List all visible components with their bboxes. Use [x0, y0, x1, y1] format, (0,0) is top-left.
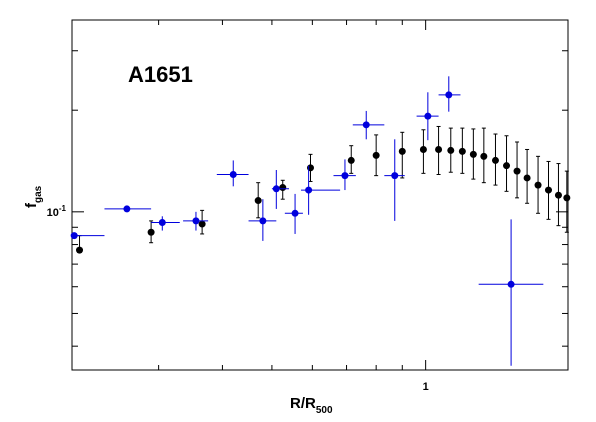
data-marker: [398, 147, 406, 155]
data-point: [534, 155, 542, 214]
data-point: [447, 127, 455, 173]
data-point: [70, 232, 105, 240]
data-point: [491, 133, 499, 186]
data-marker: [544, 186, 552, 194]
data-marker: [229, 170, 237, 178]
data-marker: [272, 185, 280, 193]
data-marker: [424, 112, 432, 120]
data-point: [151, 216, 180, 231]
y-axis-title: fgas: [23, 185, 44, 208]
data-point: [306, 153, 314, 182]
data-point: [438, 76, 461, 112]
data-point: [554, 163, 562, 227]
x-axis-title-sub: 500: [316, 405, 333, 416]
data-point: [347, 145, 355, 174]
data-point: [198, 209, 206, 235]
data-marker: [534, 181, 542, 189]
data-point: [435, 125, 443, 175]
data-marker: [147, 228, 155, 236]
data-point: [458, 127, 466, 174]
data-marker: [469, 150, 477, 158]
data-point: [398, 131, 406, 179]
y-tick-label-base: 10: [47, 207, 59, 219]
data-marker: [523, 174, 531, 182]
data-marker: [306, 164, 314, 172]
data-point: [271, 170, 289, 209]
data-marker: [279, 184, 287, 192]
data-marker: [507, 280, 515, 288]
data-marker: [480, 152, 488, 160]
series-1: [70, 76, 544, 366]
data-point: [384, 139, 405, 221]
data-point: [523, 148, 531, 204]
data-marker: [435, 145, 443, 153]
data-point: [216, 160, 249, 187]
data-marker: [123, 205, 131, 213]
data-point: [284, 193, 303, 234]
data-point: [416, 92, 439, 141]
data-point: [513, 141, 521, 199]
data-marker: [458, 147, 466, 155]
data-marker: [372, 151, 380, 159]
data-point: [104, 205, 152, 213]
x-tick-label-1: 1: [423, 381, 429, 393]
data-marker: [291, 209, 299, 217]
y-tick-label-0.1: 10-1: [47, 204, 67, 219]
data-marker: [254, 197, 262, 205]
x-axis-title: R/R500: [290, 395, 333, 416]
data-marker: [445, 91, 453, 99]
data-marker: [192, 217, 200, 225]
y-axis-title-main: f: [23, 202, 40, 208]
data-point: [183, 211, 209, 231]
data-marker: [198, 220, 206, 228]
y-axis-title-sub: gas: [33, 185, 44, 203]
y-tick-label-exponent: -1: [59, 204, 67, 213]
chart-title: A1651: [128, 62, 193, 87]
data-point: [254, 182, 262, 219]
data-point: [372, 134, 380, 177]
data-point: [419, 129, 427, 174]
data-marker: [347, 156, 355, 164]
data-point: [563, 170, 571, 233]
data-marker: [563, 194, 571, 202]
data-marker: [503, 162, 511, 170]
data-point: [478, 219, 544, 366]
axis-ticks: [72, 20, 568, 370]
data-point: [147, 220, 155, 244]
series-0: [76, 125, 571, 254]
data-marker: [259, 217, 267, 225]
data-point: [248, 199, 277, 241]
data-marker: [491, 156, 499, 164]
data-marker: [76, 246, 84, 254]
data-point: [333, 159, 356, 191]
data-point: [352, 110, 385, 140]
x-axis-title-main: R/R: [290, 395, 316, 412]
data-marker: [70, 232, 78, 240]
data-marker: [158, 218, 166, 226]
data-marker: [419, 145, 427, 153]
data-point: [480, 127, 488, 184]
data-marker: [341, 172, 349, 180]
data-marker: [554, 191, 562, 199]
data-point: [300, 165, 341, 215]
data-marker: [362, 121, 370, 129]
data-point: [469, 128, 477, 180]
data-point: [544, 160, 552, 220]
series-layer: [70, 76, 571, 366]
data-point: [503, 135, 511, 192]
data-marker: [391, 172, 399, 180]
data-marker: [447, 146, 455, 154]
data-point: [279, 179, 287, 200]
data-marker: [513, 167, 521, 175]
data-marker: [305, 186, 313, 194]
